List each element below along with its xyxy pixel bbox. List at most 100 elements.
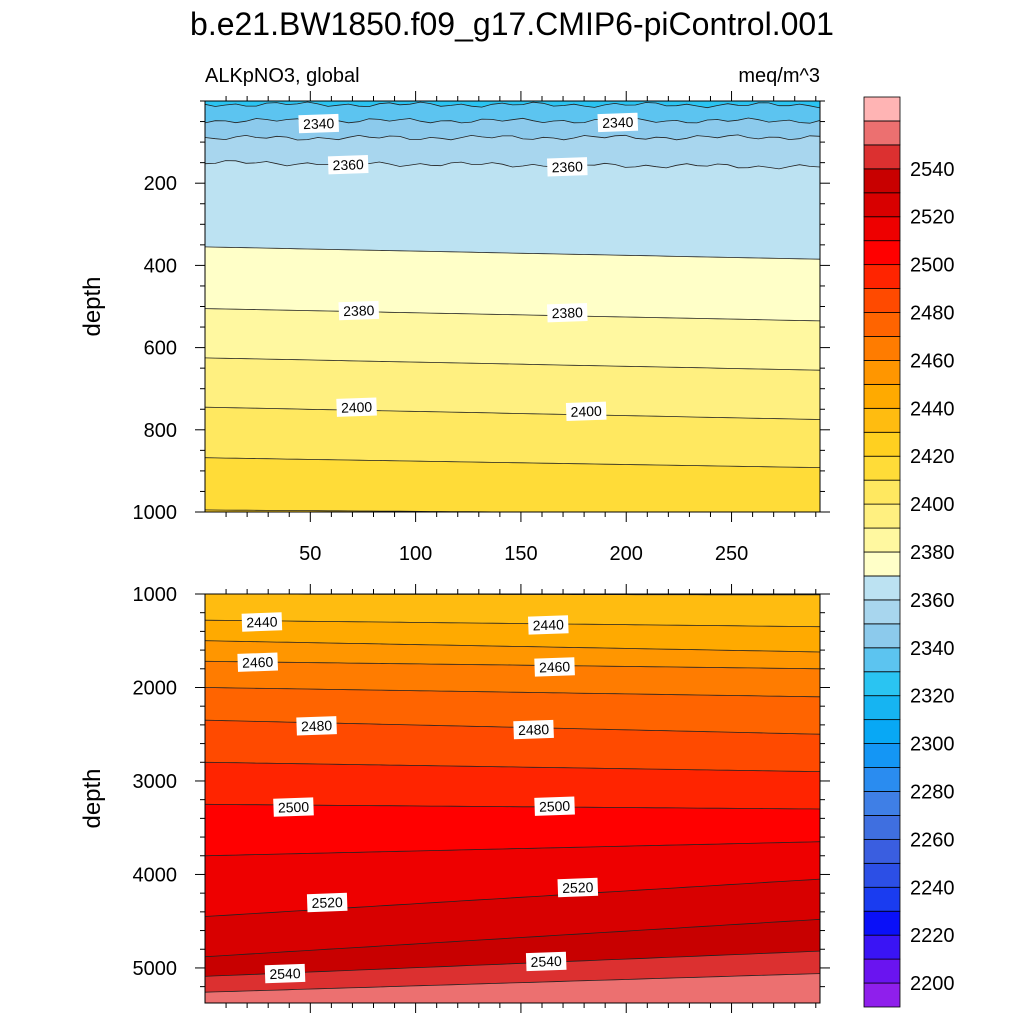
contour-line xyxy=(205,950,820,977)
svg-text:2400: 2400 xyxy=(341,399,373,416)
contour-label: 2460 xyxy=(237,652,279,672)
svg-text:2520: 2520 xyxy=(562,879,594,896)
contour-line xyxy=(205,357,820,371)
colorbar-tick-label: 2520 xyxy=(910,207,955,229)
contour-line xyxy=(205,973,820,993)
colorbar-tick-label: 2300 xyxy=(910,734,955,756)
svg-text:2440: 2440 xyxy=(532,616,564,633)
colorbar-tick-label: 2500 xyxy=(910,255,955,277)
y-tick-label: 2000 xyxy=(133,677,178,699)
contour-label: 2540 xyxy=(525,951,567,972)
colorbar-box xyxy=(863,192,901,218)
x-tick-label: 200 xyxy=(610,543,643,565)
contour-line xyxy=(205,660,820,670)
colorbar-box xyxy=(863,288,901,313)
contour-label: 2480 xyxy=(513,719,554,740)
colorbar-box xyxy=(863,120,901,146)
svg-text:2480: 2480 xyxy=(301,717,333,734)
svg-text:2460: 2460 xyxy=(539,658,571,675)
y-tick-label: 5000 xyxy=(133,958,178,980)
colorbar-tick-label: 2240 xyxy=(910,877,955,899)
colorbar-box xyxy=(863,96,901,122)
svg-text:2500: 2500 xyxy=(278,799,310,816)
y-tick-label: 3000 xyxy=(133,771,178,793)
y-tick-label: 800 xyxy=(144,420,177,442)
colorbar-tick-label: 2540 xyxy=(910,159,955,181)
y-tick-label: 400 xyxy=(144,255,177,277)
plot-frame xyxy=(204,593,821,1004)
colorbar-box xyxy=(863,815,901,840)
contour-band xyxy=(205,509,513,512)
colorbar-box xyxy=(863,791,901,816)
colorbar-box xyxy=(863,168,901,194)
contour-label: 2500 xyxy=(273,797,314,817)
x-tick-label: 50 xyxy=(299,543,321,565)
colorbar-box xyxy=(863,527,901,553)
svg-text:2460: 2460 xyxy=(242,654,274,671)
contour-label: 2340 xyxy=(298,113,340,134)
colorbar-box xyxy=(863,360,901,385)
contour-line xyxy=(205,406,820,420)
colorbar-box xyxy=(863,479,901,505)
colorbar-box xyxy=(863,503,901,529)
colorbar-box xyxy=(863,264,901,289)
svg-text:2360: 2360 xyxy=(551,158,583,175)
colorbar-tick-label: 2480 xyxy=(910,303,955,325)
contour-line xyxy=(205,687,820,698)
svg-text:2340: 2340 xyxy=(303,115,335,132)
colorbar-box xyxy=(863,886,901,912)
colorbar-box xyxy=(863,383,901,409)
contour-label: 2440 xyxy=(241,612,283,632)
colorbar-tick-label: 2260 xyxy=(910,829,955,851)
svg-text:2540: 2540 xyxy=(269,965,301,982)
contour-line xyxy=(205,841,820,857)
colorbar-box xyxy=(863,982,901,1008)
contour-line xyxy=(205,101,820,109)
contour-fills xyxy=(205,594,820,1003)
colorbar-tick-label: 2220 xyxy=(910,925,955,947)
contour-label: 2520 xyxy=(557,877,599,898)
y-axis-label: depth xyxy=(79,768,106,828)
colorbar-box xyxy=(863,838,901,864)
subtitle-left: ALKpNO3, global xyxy=(205,65,360,87)
contour-label: 2400 xyxy=(336,397,377,417)
y-tick-label: 4000 xyxy=(133,864,178,886)
contour-line xyxy=(205,134,820,141)
contour-label: 2380 xyxy=(546,303,588,323)
colorbar-tick-label: 2380 xyxy=(910,542,955,564)
svg-text:2340: 2340 xyxy=(602,114,634,131)
colorbar-box xyxy=(863,767,901,792)
colorbar-box xyxy=(863,862,901,888)
colorbar-box xyxy=(863,671,901,697)
contour-line xyxy=(205,761,820,772)
top-panel: 2340 2340 2360 2360 2380 2380 2400 2400 50 100 150… xyxy=(79,91,830,565)
contour-label: 2460 xyxy=(534,657,575,677)
colorbar-box xyxy=(863,599,901,625)
colorbar-box xyxy=(863,551,901,577)
colorbar-tick-label: 2200 xyxy=(910,973,955,995)
contour-label: 2440 xyxy=(527,615,569,635)
colorbar-box xyxy=(863,240,901,266)
svg-text:2440: 2440 xyxy=(246,613,278,630)
svg-text:2500: 2500 xyxy=(539,798,571,815)
colorbar-box xyxy=(863,455,901,481)
colorbar-box xyxy=(863,958,901,984)
contour-fills xyxy=(205,101,820,512)
contour-line xyxy=(205,308,820,322)
colorbar-box xyxy=(863,431,901,457)
colorbar-box xyxy=(863,647,901,673)
contour-label: 2480 xyxy=(296,716,337,736)
colorbar: 2200 2220 2240 2260 2280 2300 2320 2340 2360 2380… xyxy=(863,96,955,1008)
svg-text:2480: 2480 xyxy=(518,721,550,738)
contour-label: 2380 xyxy=(338,300,380,321)
contour-label: 2540 xyxy=(264,963,306,984)
y-tick-label: 1000 xyxy=(133,502,178,524)
colorbar-tick-label: 2340 xyxy=(910,638,955,660)
y-tick-label: 600 xyxy=(144,338,177,360)
contour-label: 2400 xyxy=(565,401,607,421)
svg-text:2400: 2400 xyxy=(570,403,602,420)
colorbar-tick-label: 2280 xyxy=(910,782,955,804)
contour-label: 2360 xyxy=(327,155,369,175)
